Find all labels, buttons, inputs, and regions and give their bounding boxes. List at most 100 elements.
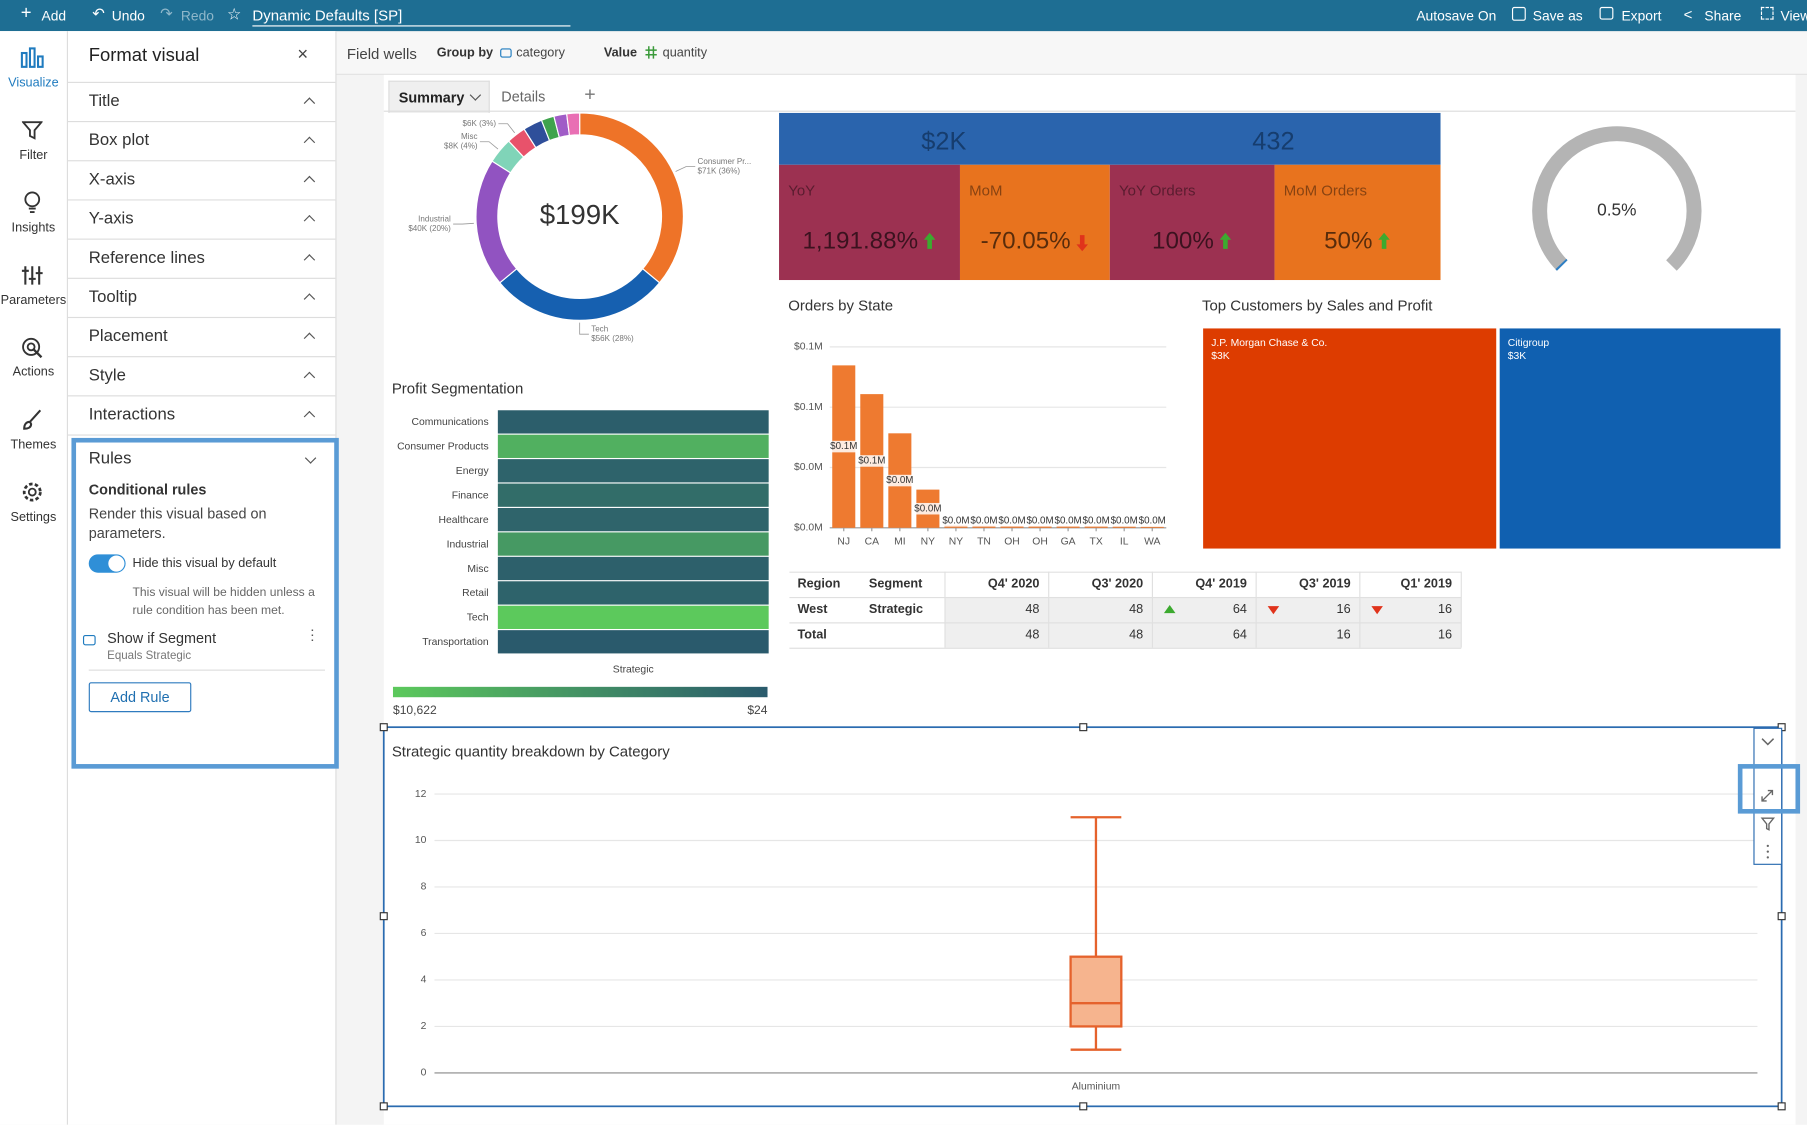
- slice-value-label: $40K (20%): [408, 224, 451, 233]
- add-icon: +: [20, 3, 32, 24]
- heat-cell: [497, 556, 769, 581]
- kpi-label: MoM Orders: [1284, 182, 1367, 199]
- chart-title: Strategic quantity breakdown by Category: [392, 743, 670, 760]
- slice-value-label: $71K (36%): [698, 166, 741, 175]
- format-section[interactable]: Box plot: [67, 122, 336, 162]
- field-wells-label[interactable]: Field wells: [346, 44, 417, 63]
- nav-insights[interactable]: Insights: [11, 221, 56, 236]
- menu-dot: [1766, 844, 1769, 848]
- group-by-field[interactable]: category: [516, 46, 565, 60]
- cell-value-label: $3K: [1508, 351, 1527, 362]
- add-button[interactable]: Add: [41, 8, 67, 25]
- format-section[interactable]: Tooltip: [67, 279, 336, 319]
- toggle[interactable]: [88, 554, 126, 573]
- highlight-box: [1737, 764, 1801, 814]
- resize-handle[interactable]: [1777, 1102, 1786, 1111]
- expand-icon[interactable]: [1761, 789, 1774, 802]
- heat-cell: [497, 630, 769, 654]
- close-button[interactable]: ×: [297, 44, 309, 65]
- share-button[interactable]: Share: [1704, 8, 1742, 25]
- kpi-tile: [959, 164, 1110, 281]
- section-label: Box plot: [88, 131, 150, 150]
- field-wells: Field wells Group by category Value quan…: [336, 32, 1807, 75]
- view-button[interactable]: View: [1780, 8, 1807, 25]
- bar-value-label: $0.0M: [1026, 515, 1053, 526]
- format-section[interactable]: Title: [67, 83, 336, 123]
- export-button[interactable]: Export: [1621, 8, 1662, 25]
- donut-slice: [475, 160, 518, 284]
- table-cell: 64: [1233, 627, 1247, 641]
- y-tick-label: $0.1M: [794, 342, 823, 353]
- donut-slice: [498, 267, 661, 321]
- value-field[interactable]: quantity: [662, 46, 708, 60]
- x-tick-label: GA: [1061, 536, 1076, 547]
- bar: [1056, 526, 1080, 528]
- heat-cell: [497, 532, 769, 556]
- row-label: Tech: [467, 613, 489, 624]
- format-section[interactable]: Style: [67, 357, 336, 397]
- box: [1069, 955, 1123, 1028]
- filter-icon[interactable]: [1760, 817, 1776, 831]
- format-section[interactable]: Y-axis: [67, 201, 336, 240]
- trend-indicator: [1267, 606, 1280, 615]
- format-section[interactable]: Placement: [67, 318, 336, 358]
- themes-icon[interactable]: [21, 408, 44, 431]
- nav-themes[interactable]: Themes: [10, 437, 57, 452]
- label-bg: [970, 515, 998, 527]
- label-bg: [857, 455, 886, 467]
- leader-line: [479, 141, 499, 150]
- section-label: Interactions: [88, 405, 176, 425]
- bar-value-label: $0.0M: [942, 515, 969, 526]
- nav-filter[interactable]: Filter: [19, 148, 48, 163]
- document-title[interactable]: Dynamic Defaults [SP]: [252, 7, 571, 27]
- actions-icon[interactable]: [21, 337, 44, 360]
- resize-handle[interactable]: [379, 912, 388, 921]
- insights-icon[interactable]: [22, 191, 43, 214]
- parameters-icon[interactable]: [21, 265, 44, 286]
- row-label: Misc: [467, 564, 488, 575]
- resize-handle[interactable]: [379, 1102, 388, 1111]
- rules-heading: Conditional rules: [88, 481, 207, 498]
- settings-icon[interactable]: [21, 481, 44, 504]
- toggle-note: This visual will be hidden unless a rule…: [132, 585, 315, 618]
- row-label: Finance: [452, 491, 489, 502]
- bar-value-label: $0.0M: [1055, 515, 1082, 526]
- filter-icon[interactable]: [21, 120, 43, 141]
- visual-menu: [1753, 727, 1783, 865]
- resize-handle[interactable]: [1079, 723, 1088, 732]
- label-bg: [1026, 515, 1054, 527]
- kpi-label: YoY: [788, 182, 815, 199]
- menu-chevron[interactable]: [1761, 738, 1775, 746]
- nav-settings[interactable]: Settings: [10, 510, 57, 525]
- resize-handle[interactable]: [379, 723, 388, 732]
- format-section[interactable]: Reference lines: [67, 240, 336, 279]
- column-header: Q3' 2019: [1299, 577, 1351, 591]
- x-tick-label: Aluminium: [1072, 1081, 1120, 1092]
- rule-menu[interactable]: ⋮: [305, 626, 320, 644]
- nav-parameters[interactable]: Parameters: [0, 293, 67, 308]
- tab-active[interactable]: Summary: [388, 80, 490, 113]
- redo-button[interactable]: Redo: [180, 8, 214, 25]
- rule-name[interactable]: Show if Segment: [107, 630, 217, 647]
- kpi-value: $2K: [921, 128, 966, 156]
- resize-handle[interactable]: [1079, 1102, 1088, 1111]
- y-tick-label: $0.1M: [794, 402, 823, 413]
- autosave[interactable]: Autosave On: [1416, 8, 1497, 25]
- table-cell: 48: [1129, 627, 1143, 641]
- tab-label[interactable]: Details: [501, 88, 546, 105]
- bar-value-label: $0.0M: [1139, 515, 1166, 526]
- add-tab[interactable]: +: [584, 82, 596, 105]
- format-section[interactable]: Interactions: [67, 396, 336, 436]
- star-icon[interactable]: ☆: [227, 4, 242, 24]
- add-rule-button[interactable]: Add Rule: [88, 682, 192, 713]
- nav-actions[interactable]: Actions: [12, 365, 55, 380]
- format-section[interactable]: X-axis: [67, 161, 336, 201]
- visualize-icon[interactable]: [20, 46, 45, 69]
- undo-button[interactable]: Undo: [111, 8, 145, 25]
- resize-handle[interactable]: [1777, 912, 1786, 921]
- nav-visualize[interactable]: Visualize: [8, 76, 59, 90]
- save-as-button[interactable]: Save as: [1532, 8, 1583, 25]
- column-header: Q3' 2020: [1092, 577, 1144, 591]
- heat-cell: [497, 507, 769, 532]
- rules-title[interactable]: Rules: [88, 449, 132, 468]
